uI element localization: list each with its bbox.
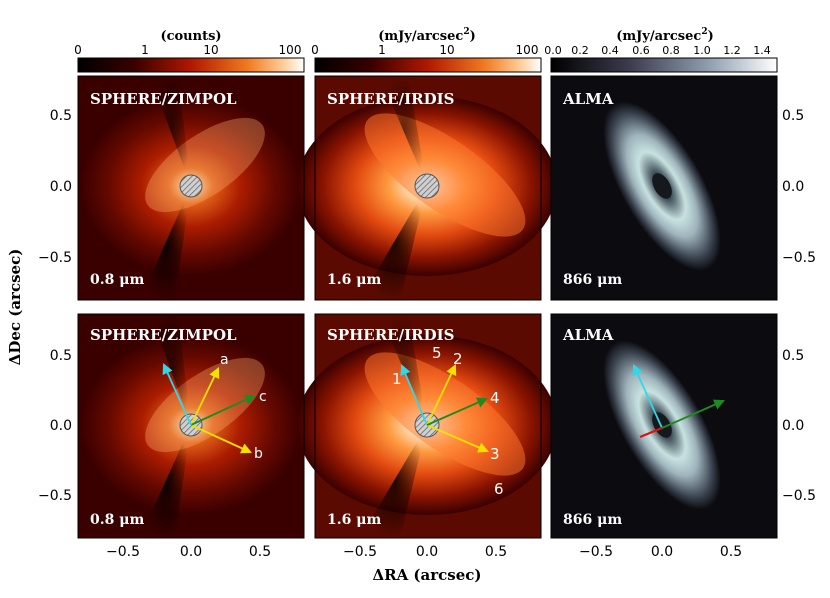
colorbar-ticks: 0.0 0.2 0.4 0.6 0.8 1.0 1.2 1.4 — [544, 44, 771, 57]
x-axis-label: ΔRA (arcsec) — [372, 566, 481, 584]
x-tick-label: 0.0 — [180, 544, 202, 560]
arrow-red — [639, 426, 663, 439]
colorbar-tick: 1.4 — [753, 44, 771, 57]
x-tick-label: 0.5 — [485, 544, 507, 560]
y-tick-label: 0.5 — [782, 348, 804, 364]
y-axis-label: ΔDec (arcsec) — [6, 249, 24, 366]
x-tick-label: 0.5 — [249, 544, 271, 560]
y-tick-label: 0.5 — [782, 108, 804, 124]
colorbar-counts: (counts) 0 1 10 100 — [74, 29, 305, 73]
panel-wavelength-label: 866 μm — [563, 512, 622, 528]
y-tick-label: −0.5 — [782, 250, 816, 266]
colorbar-tick: 0.6 — [632, 44, 650, 57]
arrow-4 — [426, 397, 488, 426]
arrow-label: b — [254, 446, 263, 462]
colorbar-tick: 0.0 — [544, 44, 562, 57]
arrow-minor-axis — [632, 364, 663, 429]
colorbar-tick: 0.4 — [601, 44, 619, 57]
colorbar-tick: 1.2 — [723, 44, 741, 57]
colorbar-tick: 1.0 — [693, 44, 711, 57]
colorbar-tick: 10 — [203, 43, 218, 57]
arrow-label: c — [259, 389, 267, 405]
x-tick-label: −0.5 — [579, 544, 613, 560]
arrow-1 — [400, 364, 428, 426]
x-tick-label: 0.0 — [651, 544, 673, 560]
colorbar-unit: (mJy/arcsec2) — [616, 27, 713, 44]
y-tick-label: 0.5 — [50, 348, 72, 364]
y-tick-label: −0.5 — [38, 250, 72, 266]
colorbar-tick: 10 — [439, 43, 454, 57]
panel-wavelength-label: 866 μm — [563, 272, 622, 288]
x-axis: −0.5 0.0 0.5 −0.5 0.0 0.5 −0.5 0.0 0.5 — [106, 544, 742, 560]
arrow-label: 4 — [490, 389, 500, 407]
arrow-3 — [426, 424, 489, 453]
panel-wavelength-label: 1.6 μm — [327, 512, 381, 528]
arrow-c — [190, 394, 256, 426]
x-tick-label: −0.5 — [343, 544, 377, 560]
colorbar-mjy-irdis: (mJy/arcsec2) 0 1 10 100 — [311, 27, 542, 73]
panel-zimpol-top: SPHERE/ZIMPOL 0.8 μm — [78, 76, 304, 300]
x-tick-label: 0.0 — [416, 544, 438, 560]
colorbar-tick: 100 — [516, 43, 539, 57]
panel-wavelength-label: 1.6 μm — [327, 272, 381, 288]
panel-instrument-label: SPHERE/ZIMPOL — [90, 326, 237, 344]
feature-label: 6 — [494, 480, 504, 498]
panel-wavelength-label: 0.8 μm — [90, 272, 144, 288]
panel-instrument-label: ALMA — [562, 326, 614, 344]
panel-irdis-top: SPHERE/IRDIS 1.6 μm — [297, 76, 557, 300]
x-tick-label: 0.5 — [720, 544, 742, 560]
colorbar-mjy-alma: (mJy/arcsec2) 0.0 0.2 0.4 0.6 0.8 1.0 1.… — [544, 27, 778, 73]
arrow-a — [190, 367, 220, 426]
y-tick-label: 0.0 — [782, 418, 804, 434]
y-tick-label: 0.0 — [782, 179, 804, 195]
panel-zimpol-bottom: a b c SPHERE/ZIMPOL 0.8 μm — [78, 314, 304, 538]
panel-alma-bottom: ALMA 866 μm — [551, 314, 777, 538]
panel-instrument-label: ALMA — [562, 90, 614, 108]
colorbar-unit: (counts) — [160, 29, 221, 44]
colorbar-tick: 1 — [378, 43, 386, 57]
colorbar-tick: 0 — [74, 43, 82, 57]
panel-instrument-label: SPHERE/ZIMPOL — [90, 90, 237, 108]
arrow-label: 3 — [490, 445, 500, 463]
panel-instrument-label: SPHERE/IRDIS — [327, 326, 454, 344]
colorbar-unit: (mJy/arcsec2) — [378, 27, 475, 44]
arrow-label: 1 — [392, 370, 402, 388]
colorbar-ticks: 0 1 10 100 — [74, 43, 301, 57]
arrow-label: 2 — [453, 350, 463, 368]
y-tick-label: 0.0 — [50, 418, 72, 434]
y-tick-label: −0.5 — [38, 488, 72, 504]
arrow-minor-axis — [162, 363, 192, 426]
colorbar-tick: 0 — [311, 43, 319, 57]
y-axis-left: 0.5 0.0 −0.5 0.5 0.0 −0.5 — [38, 108, 72, 504]
y-tick-label: −0.5 — [782, 488, 816, 504]
colorbar-tick: 0.2 — [571, 44, 589, 57]
panel-irdis-bottom: 1 2 3 4 5 6 SPHERE/IRDIS 1.6 μm — [297, 314, 557, 538]
panel-instrument-label: SPHERE/IRDIS — [327, 90, 454, 108]
colorbar-tick: 1 — [141, 43, 149, 57]
panel-wavelength-label: 0.8 μm — [90, 512, 144, 528]
arrow-label: a — [220, 352, 229, 368]
panel-alma-top: ALMA 866 μm — [551, 76, 777, 300]
arrow-major-axis — [661, 399, 725, 429]
y-axis-right: 0.5 0.0 −0.5 0.5 0.0 −0.5 — [782, 108, 816, 504]
arrow-b — [190, 424, 252, 454]
colorbar-ticks: 0 1 10 100 — [311, 43, 538, 57]
colorbar-tick: 100 — [279, 43, 302, 57]
y-tick-label: 0.5 — [50, 108, 72, 124]
x-tick-label: −0.5 — [106, 544, 140, 560]
colorbar-tick: 0.8 — [662, 44, 680, 57]
feature-label: 5 — [432, 344, 442, 362]
y-tick-label: 0.0 — [50, 179, 72, 195]
arrow-2 — [426, 364, 457, 426]
